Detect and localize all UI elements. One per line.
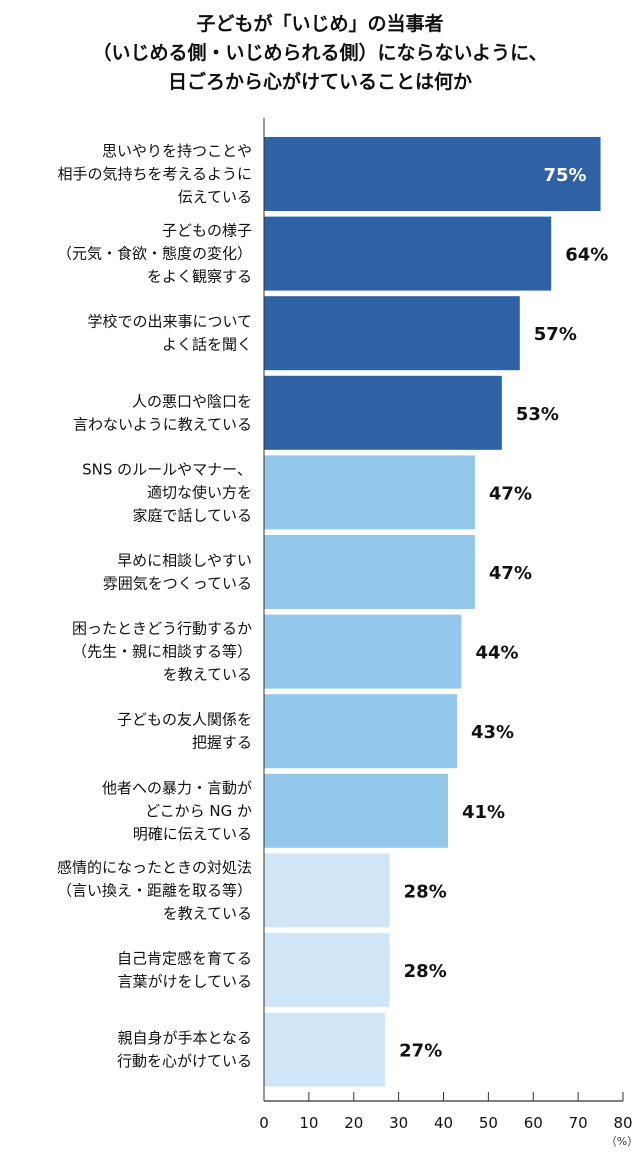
- value-label: 43%: [471, 722, 514, 743]
- value-label: 64%: [565, 245, 608, 266]
- x-tick-label: 10: [299, 1114, 318, 1132]
- category-label: 言葉がけをしている: [117, 973, 252, 991]
- bar: [264, 296, 520, 371]
- bar: [264, 535, 475, 609]
- x-tick-label: 20: [344, 1114, 363, 1132]
- category-label: 把握する: [192, 734, 252, 752]
- category-label: よく話を聞く: [162, 336, 252, 354]
- category-label: 自己肯定感を育てる: [117, 950, 252, 968]
- bar: [264, 614, 462, 689]
- bar: [264, 933, 390, 1007]
- value-label: 44%: [475, 643, 518, 664]
- category-label: 思いやりを持つことや: [102, 142, 252, 160]
- value-label: 53%: [516, 404, 559, 425]
- x-tick-label: 80: [613, 1114, 632, 1132]
- x-tick-label: 70: [569, 1114, 588, 1132]
- category-label: 感情的になったときの対処法: [57, 858, 252, 876]
- chart-title-line: （いじめる側・いじめられる側）にならないように、: [92, 42, 548, 64]
- bar: [264, 1012, 386, 1087]
- chart-title-line: 子どもが「いじめ」の当事者: [196, 13, 444, 35]
- chart-title-line: 日ごろから心がけていることは何か: [167, 71, 472, 93]
- bar: [264, 694, 457, 769]
- category-label: （先生・親に相談する等）: [72, 643, 252, 661]
- chart-title: 子どもが「いじめ」の当事者 （いじめる側・いじめられる側）にならないように、 日…: [0, 10, 640, 97]
- bar: [264, 773, 448, 848]
- value-label: 28%: [404, 881, 447, 902]
- bar: [264, 216, 552, 291]
- category-label: 言わないように教えている: [73, 415, 252, 433]
- value-label: 47%: [489, 483, 532, 504]
- category-label: をよく観察する: [147, 268, 252, 286]
- x-tick-label: 40: [434, 1114, 453, 1132]
- x-tick-label: 0: [259, 1114, 269, 1132]
- category-label: 困ったときどう行動するか: [72, 620, 252, 638]
- category-label: （元気・食欲・態度の変化）: [57, 245, 252, 263]
- value-label: 75%: [543, 165, 586, 186]
- value-label: 41%: [462, 802, 505, 823]
- category-label: 他者への暴力・言動が: [102, 779, 252, 797]
- category-label: 学校での出来事について: [87, 313, 252, 331]
- category-label: 早めに相談しやすい: [117, 552, 252, 570]
- category-label: 人の悪口や陰口を: [132, 392, 252, 410]
- category-label: 明確に伝えている: [133, 825, 252, 843]
- x-tick-label: 30: [389, 1114, 408, 1132]
- x-tick-label: 60: [524, 1114, 543, 1132]
- category-label: （言い換え・距離を取る等）: [57, 881, 252, 899]
- bar: [264, 853, 390, 928]
- value-label: 28%: [404, 961, 447, 982]
- category-label: 子どもの様子: [162, 222, 252, 240]
- category-label: 家庭で話している: [132, 506, 252, 524]
- bar: [264, 455, 475, 530]
- bar: [264, 137, 601, 211]
- category-label: 雰囲気をつくっている: [103, 575, 252, 593]
- x-unit-label: （%）: [606, 1135, 638, 1148]
- bar: [264, 375, 502, 450]
- value-label: 57%: [534, 324, 577, 345]
- category-label: 適切な使い方を: [147, 483, 252, 501]
- x-tick-label: 50: [479, 1114, 498, 1132]
- category-label: 親自身が手本となる: [117, 1029, 252, 1047]
- category-label: 伝えている: [178, 188, 252, 206]
- category-label: を教えている: [163, 666, 252, 684]
- category-label: を教えている: [163, 904, 252, 922]
- value-label: 47%: [489, 563, 532, 584]
- value-label: 27%: [399, 1041, 442, 1062]
- category-label: SNS のルールやマナー、: [82, 460, 252, 478]
- category-label: 子どもの友人関係を: [117, 711, 252, 729]
- category-label: 相手の気持ちを考えるように: [57, 165, 252, 183]
- category-label: 行動を心がけている: [117, 1052, 252, 1070]
- category-label: どこから NG か: [145, 802, 252, 820]
